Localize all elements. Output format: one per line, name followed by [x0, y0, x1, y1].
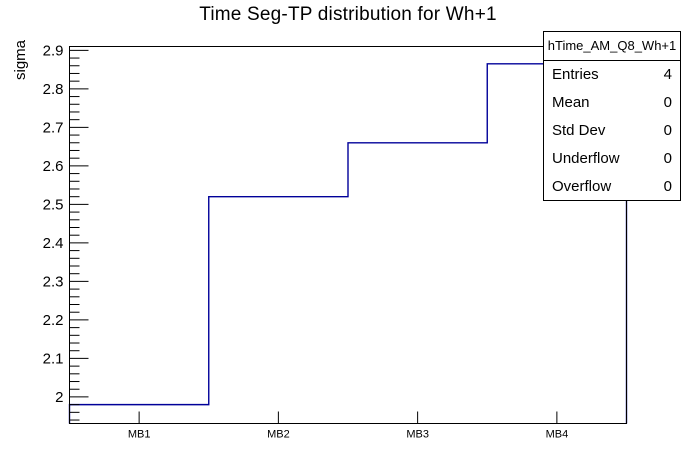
y-tick-label: 2.2	[43, 312, 64, 329]
stats-label: Mean	[552, 94, 590, 112]
stats-box-title: hTime_AM_Q8_Wh+1	[544, 32, 680, 61]
y-tick-label: 2.9	[43, 42, 64, 59]
x-tick-label: MB1	[128, 429, 151, 441]
x-tick-label: MB3	[406, 429, 429, 441]
y-tick-label: 2.6	[43, 158, 64, 175]
stats-row-underflow: Underflow 0	[544, 144, 680, 172]
stats-label: Overflow	[552, 177, 612, 195]
x-tick-label: MB4	[546, 429, 569, 441]
y-tick-label: 2.7	[43, 119, 64, 136]
x-tick-label: MB2	[267, 429, 290, 441]
stats-value: 0	[663, 121, 672, 139]
stats-rows: Entries 4 Mean 0 Std Dev 0 Underflow 0 O…	[544, 61, 680, 200]
stats-row-mean: Mean 0	[544, 89, 680, 117]
y-tick-label: 2	[55, 389, 63, 406]
y-tick-label: 2.3	[43, 273, 64, 290]
stats-value: 0	[663, 149, 672, 167]
stats-box: hTime_AM_Q8_Wh+1 Entries 4 Mean 0 Std De…	[543, 31, 681, 201]
plot-frame	[69, 46, 627, 424]
chart-title: Time Seg-TP distribution for Wh+1	[199, 4, 497, 25]
stats-row-overflow: Overflow 0	[544, 172, 680, 200]
stats-value: 4	[663, 66, 672, 84]
stats-row-stddev: Std Dev 0	[544, 117, 680, 145]
y-tick-label: 2.8	[43, 81, 64, 98]
stats-label: Std Dev	[552, 121, 606, 139]
y-tick-label: 2.5	[43, 196, 64, 213]
y-tick-label: 2.1	[43, 350, 64, 367]
stats-value: 0	[663, 94, 672, 112]
stats-label: Underflow	[552, 149, 620, 167]
stats-row-entries: Entries 4	[544, 61, 680, 89]
stats-value: 0	[663, 177, 672, 195]
y-tick-label: 2.4	[43, 235, 64, 252]
stats-label: Entries	[552, 66, 599, 84]
